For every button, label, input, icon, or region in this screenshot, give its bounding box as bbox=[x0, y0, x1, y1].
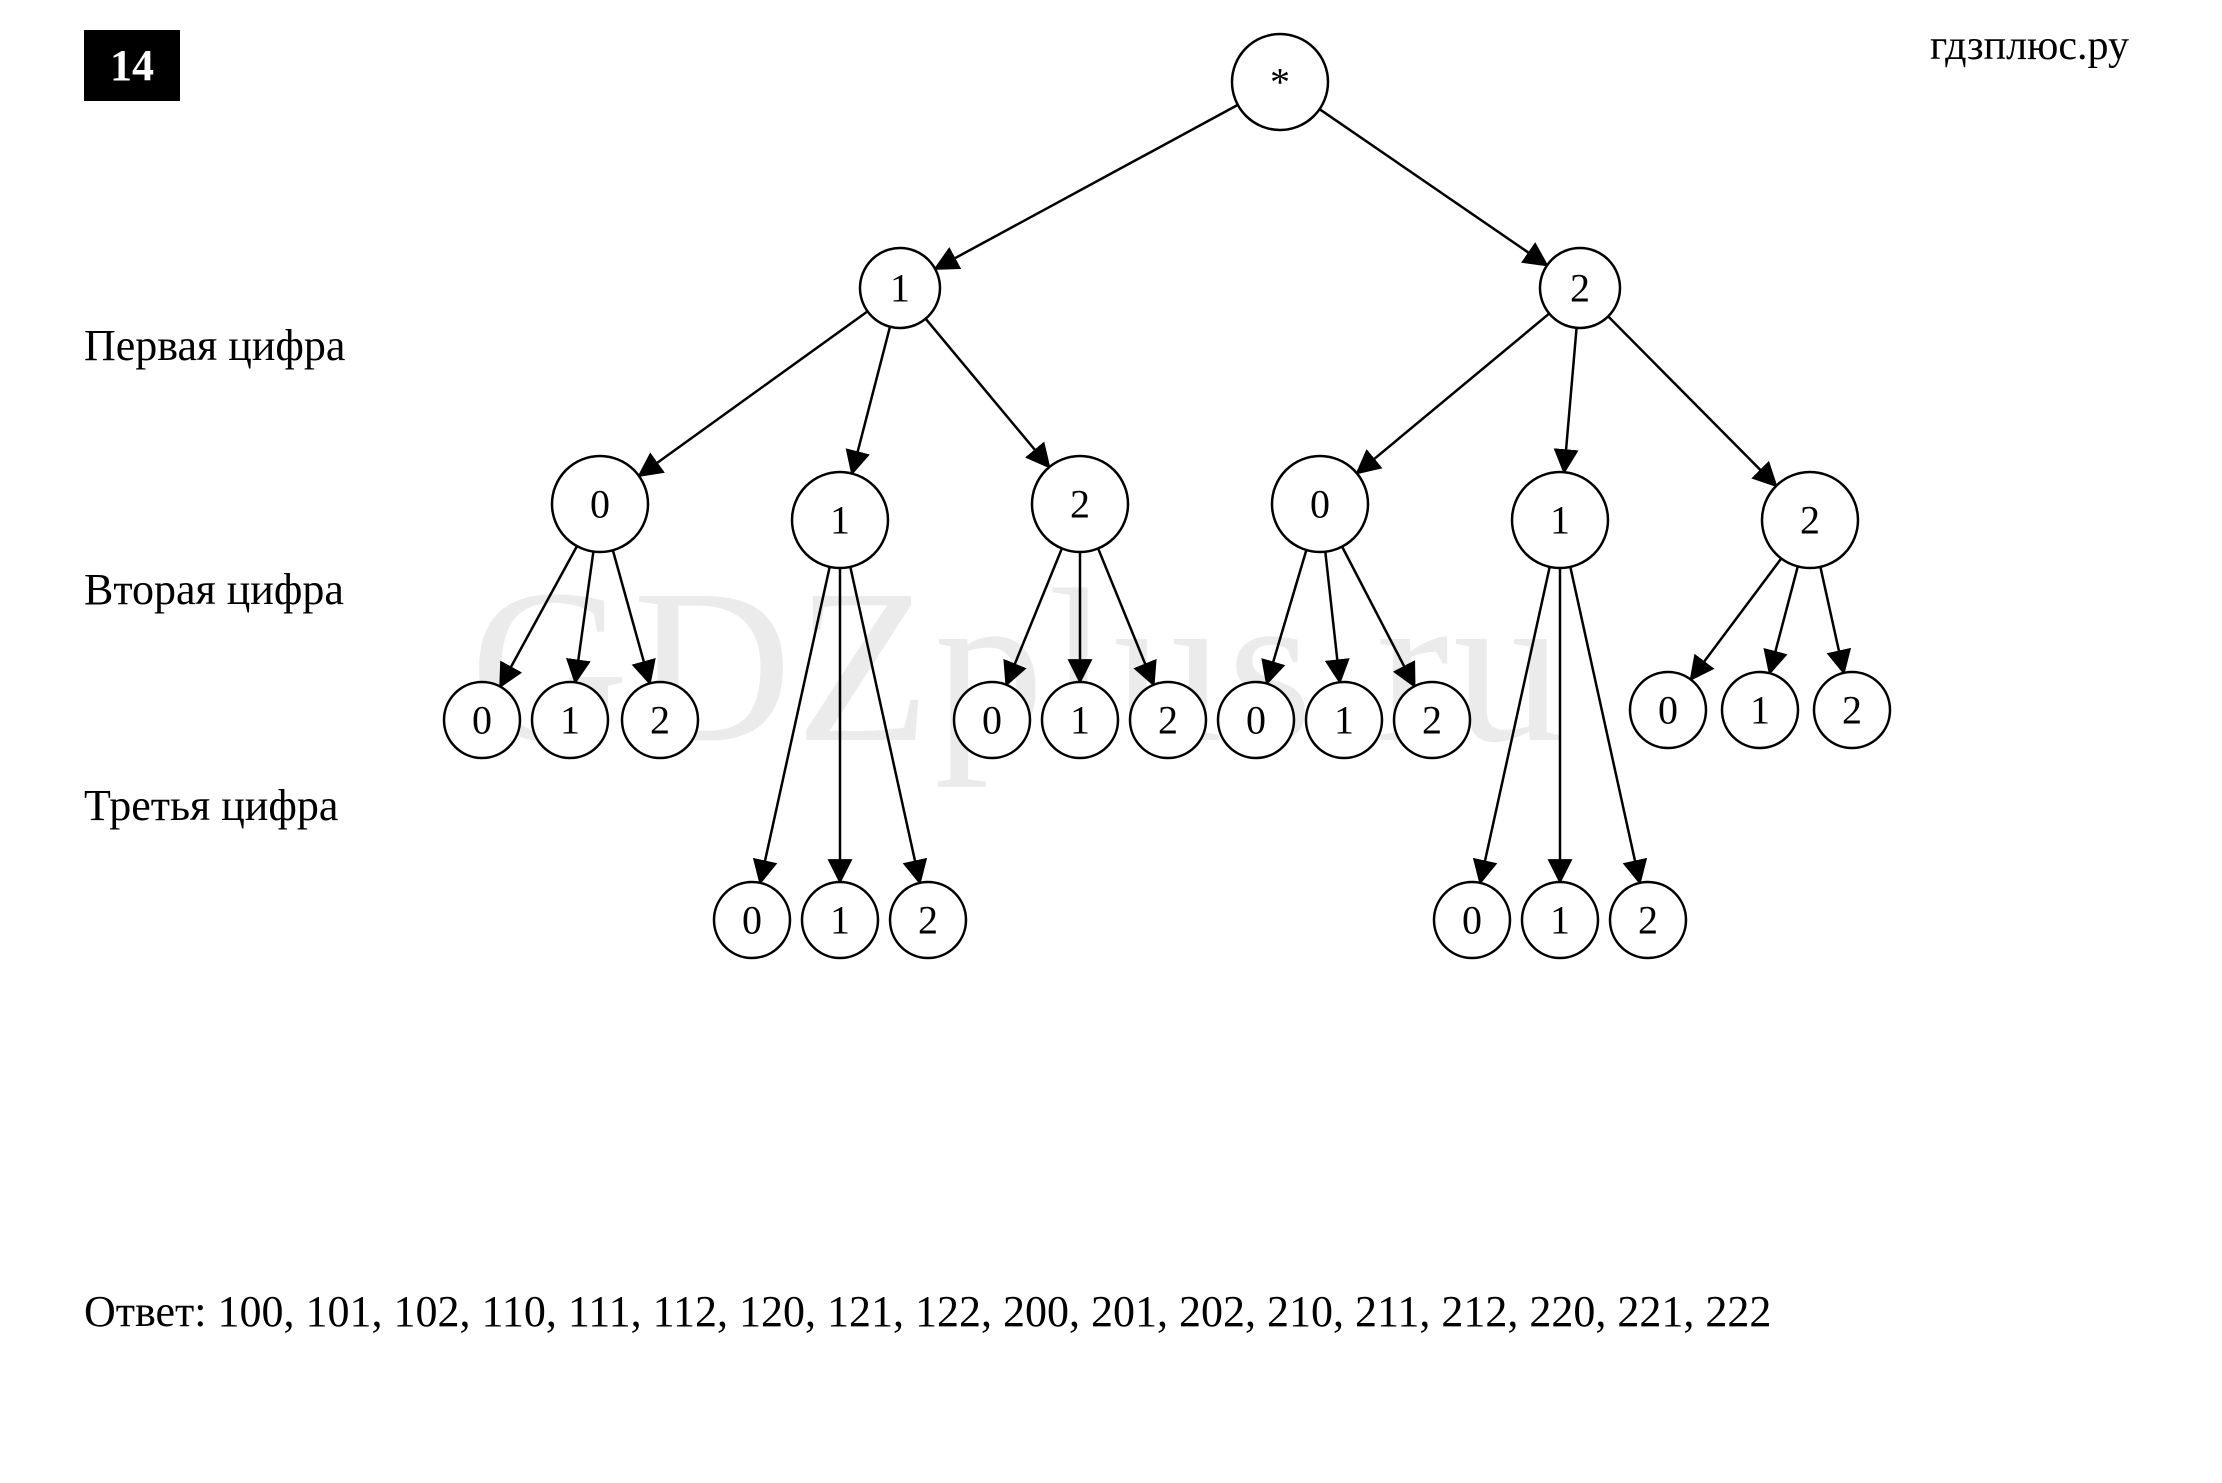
tree-edge bbox=[1267, 550, 1307, 684]
tree-edge bbox=[575, 552, 593, 683]
tree-edge bbox=[1342, 547, 1414, 687]
tree-node-label: 1 bbox=[1070, 698, 1090, 743]
tree-node-label: 0 bbox=[1658, 688, 1678, 733]
tree-node-label: 1 bbox=[1750, 688, 1770, 733]
tree-edge bbox=[1770, 566, 1798, 673]
answer-prefix: Ответ: bbox=[84, 1287, 207, 1336]
tree-edge bbox=[1325, 552, 1340, 683]
tree-node-label: 2 bbox=[1070, 482, 1090, 527]
tree-edge bbox=[1098, 548, 1154, 684]
tree-node-label: 2 bbox=[1800, 498, 1820, 543]
tree-node-label: 1 bbox=[890, 266, 910, 311]
tree-edge bbox=[500, 546, 577, 687]
answer-text: Ответ: 100, 101, 102, 110, 111, 112, 120… bbox=[84, 1280, 1771, 1344]
tree-node-label: 0 bbox=[1462, 898, 1482, 943]
tree-edge bbox=[1006, 548, 1062, 684]
tree-node-label: 1 bbox=[560, 698, 580, 743]
tree-node-label: 1 bbox=[1550, 898, 1570, 943]
tree-node-label: 1 bbox=[830, 898, 850, 943]
tree-edge bbox=[760, 567, 830, 883]
tree-node-label: 0 bbox=[472, 698, 492, 743]
tree-diagram: * 1 2 0 1 2 0 1 2 0 1 2 0 1 2 0 1 2 0 1 2 0 1 2 0 1 2 bbox=[0, 0, 2222, 1483]
tree-edge bbox=[1608, 316, 1776, 486]
answer-values: 100, 101, 102, 110, 111, 112, 120, 121, … bbox=[218, 1287, 1772, 1336]
tree-node-label: 2 bbox=[1570, 266, 1590, 311]
tree-node-label: 0 bbox=[1310, 482, 1330, 527]
tree-node-label: 2 bbox=[1842, 688, 1862, 733]
tree-edge bbox=[1564, 328, 1576, 472]
tree-node-label: 0 bbox=[590, 482, 610, 527]
edges-layer bbox=[500, 105, 1844, 883]
tree-edge bbox=[850, 567, 920, 883]
tree-node-label: * bbox=[1270, 60, 1290, 105]
tree-edge bbox=[1357, 314, 1549, 474]
tree-node-label: 2 bbox=[918, 898, 938, 943]
nodes-layer: * 1 2 0 1 2 0 1 2 0 1 2 0 1 2 0 1 2 0 1 2 0 1 2 0 1 2 bbox=[444, 34, 1890, 958]
tree-node-label: 1 bbox=[1550, 498, 1570, 543]
tree-node-label: 2 bbox=[1422, 698, 1442, 743]
tree-edge bbox=[926, 319, 1050, 467]
tree-node-label: 0 bbox=[1246, 698, 1266, 743]
tree-node-label: 0 bbox=[982, 698, 1002, 743]
tree-node-label: 0 bbox=[742, 898, 762, 943]
tree-node-label: 1 bbox=[1334, 698, 1354, 743]
tree-edge bbox=[1691, 558, 1782, 679]
tree-edge bbox=[1820, 567, 1843, 673]
tree-edge bbox=[613, 550, 650, 683]
tree-node-label: 2 bbox=[650, 698, 670, 743]
tree-edge bbox=[935, 105, 1238, 269]
tree-node-label: 2 bbox=[1638, 898, 1658, 943]
tree-edge bbox=[852, 327, 890, 474]
tree-edge bbox=[1570, 567, 1640, 883]
stage: 14 гдзплюс.ру GDZplus.ru Первая цифра Вт… bbox=[0, 0, 2222, 1483]
tree-edge bbox=[1320, 109, 1547, 265]
tree-edge bbox=[1480, 567, 1550, 883]
tree-node-label: 1 bbox=[830, 498, 850, 543]
tree-edge bbox=[639, 311, 868, 476]
tree-node-label: 2 bbox=[1158, 698, 1178, 743]
